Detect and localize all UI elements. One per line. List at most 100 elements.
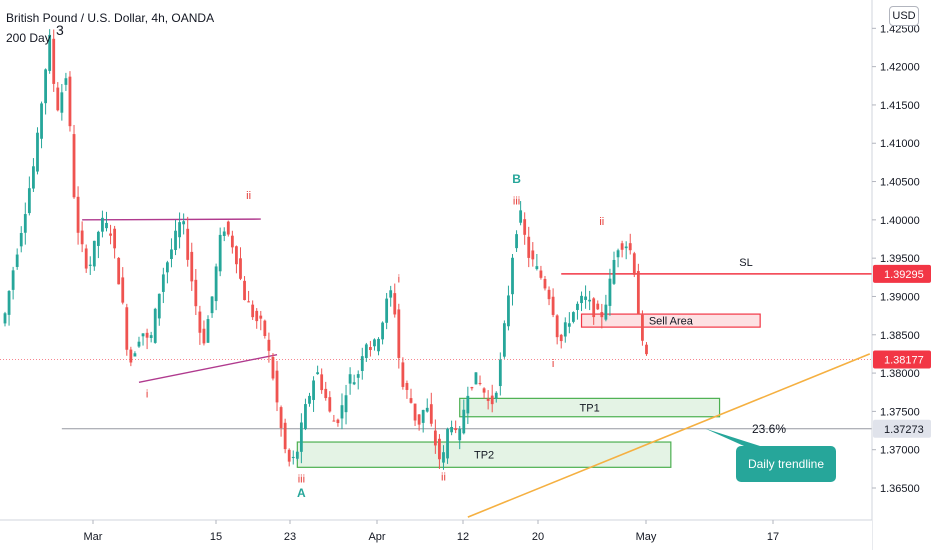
candle-body <box>348 374 352 384</box>
candle-body <box>539 270 543 278</box>
candle-body <box>44 69 47 104</box>
candle-body <box>360 356 364 371</box>
candle-body <box>511 257 514 295</box>
tp2-zone[interactable] <box>296 441 672 468</box>
candle-body <box>584 296 587 300</box>
candle-body <box>96 231 100 246</box>
candle-body <box>425 407 429 412</box>
candle-body <box>182 221 186 225</box>
candle-body <box>161 274 165 292</box>
candle-body <box>474 372 478 385</box>
candle-body <box>137 341 141 347</box>
candle-body <box>580 295 583 304</box>
candle-body <box>255 310 259 322</box>
y-tick-label: 1.39000 <box>880 291 920 303</box>
x-tick-label: 15 <box>210 531 222 543</box>
candle-body <box>7 291 11 315</box>
candle-body <box>109 233 112 236</box>
candle-body <box>312 380 315 400</box>
candle-body <box>515 234 518 249</box>
candle-body <box>393 293 397 315</box>
tp1-zone-label: TP1 <box>580 403 600 415</box>
candle-body <box>60 92 64 113</box>
candle-body <box>105 222 108 229</box>
candle-body <box>113 228 117 249</box>
candle-body <box>344 395 348 413</box>
candle-body <box>178 222 181 238</box>
candle-body <box>56 87 60 111</box>
candle-body <box>523 219 527 235</box>
candle-body <box>531 250 535 260</box>
candle-body <box>23 214 27 233</box>
candle-body <box>588 299 592 302</box>
x-tick-label: May <box>636 531 657 543</box>
candle-body <box>121 277 125 303</box>
candle-body <box>547 289 551 300</box>
candle-body <box>271 357 275 379</box>
candle-body <box>198 311 202 333</box>
candle-body <box>352 382 356 385</box>
wave-label-ii: ii <box>599 216 604 228</box>
daily-trendline-callout[interactable] <box>736 446 836 482</box>
candle-body <box>84 248 88 269</box>
candle-body <box>620 243 624 250</box>
candle-body <box>454 428 458 431</box>
candle-body <box>502 323 506 357</box>
currency-button[interactable]: USD <box>889 6 919 26</box>
candle-body <box>80 230 84 245</box>
candle-body <box>11 270 15 290</box>
y-tick-label: 1.38000 <box>880 368 920 380</box>
fib-23-6-label: 23.6% <box>752 422 786 436</box>
candle-body <box>36 132 39 172</box>
candle-body <box>385 298 389 323</box>
candle-body <box>263 320 267 336</box>
candle-body <box>381 322 384 340</box>
candle-body <box>226 221 230 235</box>
candle-body <box>308 395 311 404</box>
candle-body <box>141 333 145 337</box>
y-tick-label: 1.38500 <box>880 330 920 342</box>
time-axis-panel[interactable] <box>0 520 872 550</box>
price-label-bg <box>873 264 931 283</box>
candle-body <box>632 253 636 275</box>
wave-label-ii: ii <box>441 471 446 483</box>
candle-body <box>401 362 405 387</box>
x-tick-label: Apr <box>368 531 385 543</box>
candle-body <box>133 353 137 357</box>
wave-label-iii: iii <box>298 474 305 486</box>
candle-body <box>88 264 92 266</box>
candle-body <box>551 296 555 315</box>
candle-body <box>373 339 376 347</box>
candle-body <box>218 234 222 272</box>
sell-area-zone[interactable] <box>580 313 761 328</box>
candle-body <box>641 314 644 341</box>
candle-body <box>624 246 628 249</box>
candle-body <box>600 312 604 318</box>
candle-body <box>15 254 19 267</box>
candle-body <box>413 403 417 421</box>
candle-body <box>563 322 567 337</box>
candle-body <box>291 456 295 459</box>
tp1-zone[interactable] <box>459 397 721 418</box>
daily-trendline[interactable] <box>467 353 871 518</box>
x-tick-label: 20 <box>532 531 544 543</box>
triangle-lower-line[interactable] <box>138 354 278 383</box>
candle-body <box>19 232 23 247</box>
y-tick-label: 1.41500 <box>880 100 920 112</box>
candle-body <box>576 303 579 310</box>
candle-body <box>222 231 226 236</box>
candle-body <box>628 243 632 251</box>
indicator-label: 200 Day <box>6 31 51 45</box>
triangle-upper-line[interactable] <box>82 218 261 221</box>
candle-body <box>174 230 177 251</box>
candle-body <box>466 395 470 414</box>
candle-body <box>72 134 76 198</box>
candle-body <box>486 398 490 401</box>
callout-pointer <box>704 428 760 446</box>
candle-body <box>190 251 194 282</box>
candle-body <box>498 359 502 387</box>
candle-body <box>442 452 445 463</box>
candle-body <box>555 315 559 338</box>
